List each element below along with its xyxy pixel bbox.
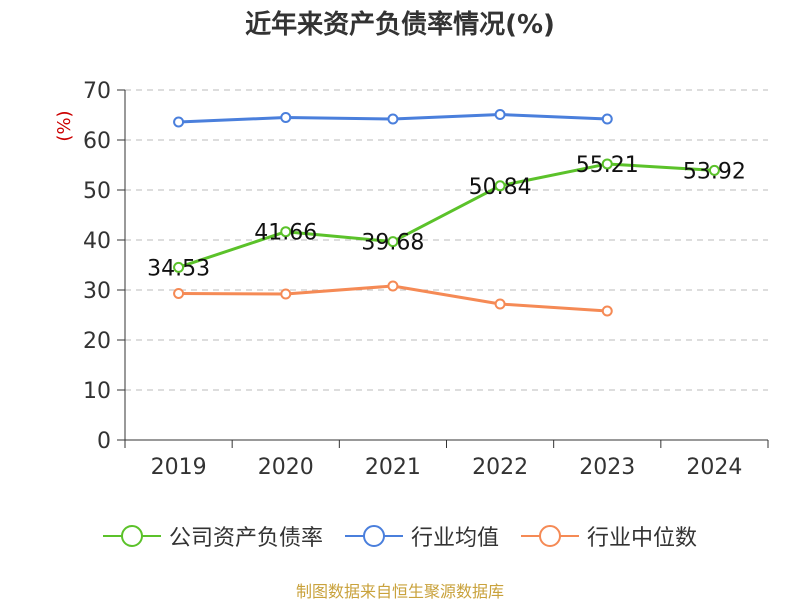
data-label: 39.68 — [361, 231, 424, 256]
data-point — [387, 236, 399, 248]
y-axis-unit-label: (%) — [54, 110, 75, 141]
y-tick-label: 0 — [97, 429, 111, 454]
data-label: 34.53 — [147, 256, 210, 281]
data-point — [601, 113, 613, 125]
legend-label-industry-median: 行业中位数 — [587, 526, 698, 551]
data-point — [173, 261, 185, 273]
data-point — [601, 305, 613, 317]
source-note: 制图数据来自恒生聚源数据库 — [295, 582, 504, 601]
data-point — [280, 288, 292, 300]
data-point — [173, 116, 185, 128]
legend-swatch-industry-median — [521, 525, 579, 547]
data-label: 53.92 — [683, 159, 746, 184]
data-point — [387, 113, 399, 125]
data-point — [280, 226, 292, 238]
x-tick-label: 2019 — [151, 455, 207, 480]
chart-title: 近年来资产负债率情况(%) — [245, 10, 555, 40]
x-tick-label: 2020 — [258, 455, 314, 480]
legend-item-industry-median[interactable]: 行业中位数 — [521, 520, 697, 552]
y-tick-label: 50 — [83, 179, 111, 204]
x-tick-label: 2023 — [579, 455, 635, 480]
legend-item-industry-avg[interactable]: 行业均值 — [344, 520, 499, 552]
series-line-0 — [178, 162, 715, 269]
chart-legend: 公司资产负债率 行业均值 行业中位数 — [0, 520, 800, 552]
data-label: 41.66 — [254, 221, 317, 246]
data-label: 55.21 — [576, 153, 639, 178]
data-point — [173, 288, 185, 299]
y-tick-label: 20 — [83, 329, 111, 354]
data-point — [708, 164, 720, 176]
data-point — [387, 280, 399, 292]
data-point — [494, 180, 506, 192]
data-point — [280, 112, 292, 123]
y-tick-label: 30 — [83, 279, 111, 304]
y-tick-label: 70 — [83, 79, 111, 104]
legend-swatch-industry-avg — [344, 525, 403, 547]
legend-item-company[interactable]: 公司资产负债率 — [102, 520, 323, 552]
x-tick-label: 2021 — [365, 455, 421, 480]
data-point — [494, 109, 506, 120]
legend-swatch-company — [102, 525, 161, 547]
y-tick-label: 10 — [83, 379, 111, 404]
y-tick-label: 40 — [83, 229, 111, 254]
data-point — [494, 298, 506, 310]
legend-label-company: 公司资产负债率 — [168, 526, 323, 551]
data-label: 50.84 — [469, 175, 532, 200]
x-tick-label: 2022 — [472, 455, 528, 480]
x-tick-label: 2024 — [686, 455, 742, 480]
legend-label-industry-avg: 行业均值 — [410, 526, 499, 551]
y-tick-label: 60 — [83, 129, 111, 154]
data-point — [601, 158, 613, 170]
